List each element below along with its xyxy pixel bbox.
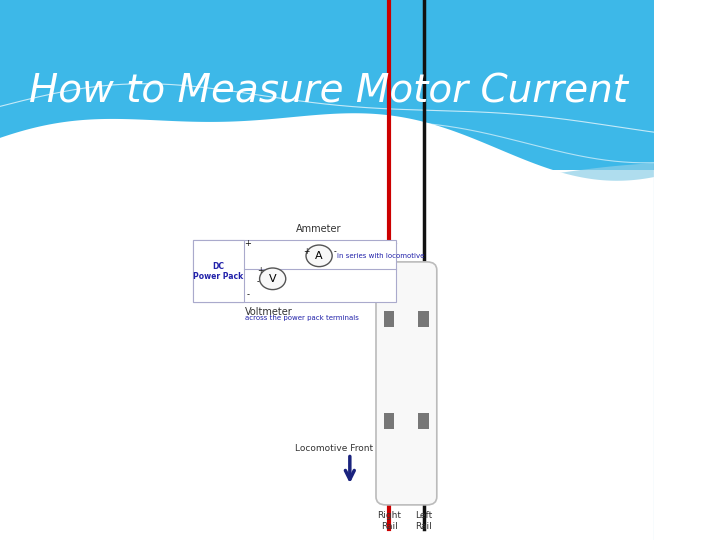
- Text: Left
Rail: Left Rail: [415, 511, 432, 531]
- Text: +: +: [302, 247, 309, 255]
- Text: +: +: [244, 239, 251, 248]
- Text: Locomotive Front: Locomotive Front: [294, 444, 373, 453]
- Circle shape: [260, 268, 286, 289]
- Text: A: A: [315, 251, 323, 261]
- Text: Ammeter: Ammeter: [297, 224, 342, 234]
- Text: -: -: [246, 290, 249, 299]
- Text: in series with locomotive: in series with locomotive: [338, 253, 425, 259]
- Text: Right
Rail: Right Rail: [377, 511, 401, 531]
- Bar: [193, 240, 395, 302]
- Polygon shape: [0, 113, 654, 540]
- Bar: [384, 413, 395, 429]
- Text: across the power pack terminals: across the power pack terminals: [246, 315, 359, 321]
- Text: Voltmeter: Voltmeter: [246, 307, 293, 317]
- Bar: [384, 310, 395, 327]
- Text: -: -: [257, 277, 260, 286]
- Text: V: V: [269, 274, 276, 284]
- Bar: [418, 310, 429, 327]
- Text: DC
Power Pack: DC Power Pack: [193, 262, 243, 281]
- Circle shape: [306, 245, 332, 267]
- Bar: [0, 0, 654, 170]
- Polygon shape: [0, 130, 654, 540]
- Bar: [193, 240, 244, 302]
- Text: -: -: [333, 247, 336, 255]
- Text: How to Measure Motor Current: How to Measure Motor Current: [30, 73, 629, 111]
- Bar: [418, 413, 429, 429]
- FancyBboxPatch shape: [376, 262, 437, 505]
- Text: +: +: [257, 266, 264, 275]
